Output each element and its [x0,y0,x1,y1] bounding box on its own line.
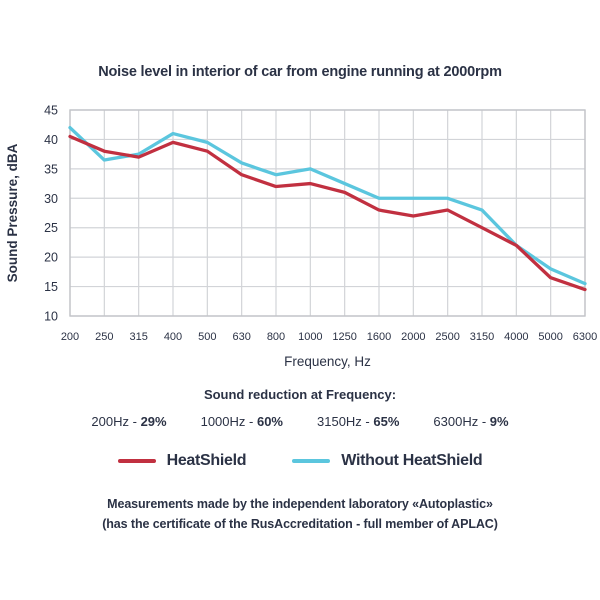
svg-text:1000: 1000 [298,331,322,343]
svg-text:1600: 1600 [367,331,391,343]
svg-text:2500: 2500 [435,331,459,343]
reduction-item-3150hz: 3150Hz - 65% [317,414,399,429]
svg-text:3150: 3150 [470,331,494,343]
chart-legend: HeatShield Without HeatShield [0,452,600,470]
reduction-value: 9% [489,414,509,429]
reduction-item-1000hz: 1000Hz - 60% [201,414,283,429]
reduction-value: 29% [140,414,167,429]
without-heatshield-line-swatch [292,459,331,463]
svg-text:25: 25 [44,221,58,235]
svg-text:630: 630 [232,331,250,343]
legend-label: HeatShield [166,452,247,469]
svg-text:Frequency, Hz: Frequency, Hz [284,354,371,369]
svg-text:45: 45 [44,104,58,118]
reduction-item-200hz: 200Hz - 29% [91,414,166,429]
svg-text:1250: 1250 [332,331,356,343]
svg-text:15: 15 [44,280,58,294]
footer-note: Measurements made by the independent lab… [0,494,600,534]
reduction-items: 200Hz - 29% 1000Hz - 60% 3150Hz - 65% 63… [0,414,600,429]
footer-line1: Measurements made by the independent lab… [107,497,493,511]
svg-text:315: 315 [129,331,147,343]
svg-text:40: 40 [44,133,58,147]
legend-label: Without HeatShield [341,452,483,469]
reduction-freq: 6300Hz - [433,414,487,429]
legend-item-without-heatshield: Without HeatShield [292,452,483,470]
reduction-value: 60% [256,414,283,429]
svg-text:30: 30 [44,192,58,206]
svg-text:20: 20 [44,251,58,265]
chart-title: Noise level in interior of car from engi… [98,64,502,80]
svg-text:Sound Pressure, dBA: Sound Pressure, dBA [5,143,20,282]
footer-line2: (has the certificate of the RusAccredita… [102,517,498,531]
svg-text:2000: 2000 [401,331,425,343]
legend-item-heatshield: HeatShield [117,452,247,470]
line-chart: 10 15 20 25 30 35 40 45 200 250 315 400 500 630 800 100… [5,104,597,370]
reduction-freq: 200Hz - [91,414,137,429]
svg-text:400: 400 [164,331,182,343]
reduction-item-6300hz: 6300Hz - 9% [433,414,508,429]
svg-text:35: 35 [44,162,58,176]
svg-text:800: 800 [267,331,285,343]
heatshield-line-swatch [117,459,156,463]
svg-text:6300: 6300 [573,331,597,343]
reduction-heading: Sound reduction at Frequency: [203,387,397,402]
svg-text:5000: 5000 [538,331,562,343]
reduction-value: 65% [373,414,400,429]
reduction-freq: 1000Hz - [200,414,254,429]
svg-text:200: 200 [61,331,79,343]
svg-text:250: 250 [95,331,113,343]
svg-text:10: 10 [44,310,58,324]
svg-text:500: 500 [198,331,216,343]
svg-text:4000: 4000 [504,331,528,343]
reduction-freq: 3150Hz - [317,414,370,429]
